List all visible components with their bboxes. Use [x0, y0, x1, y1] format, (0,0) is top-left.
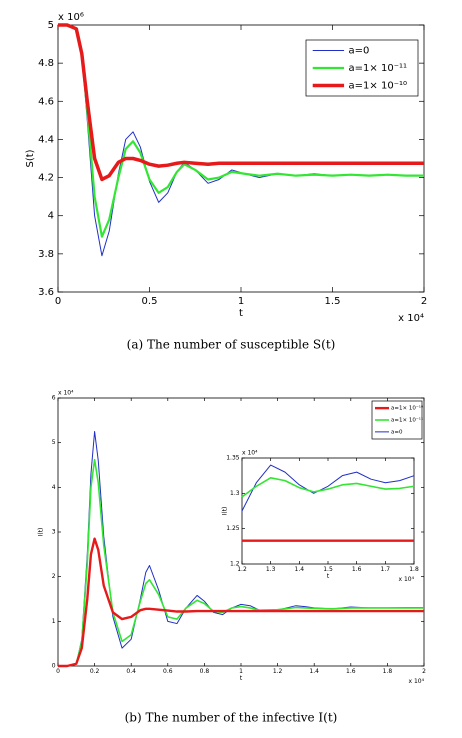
x-axis-label: t — [327, 573, 330, 580]
y-tick-label: 1.3 — [230, 490, 240, 497]
x-tick-label: 1.5 — [323, 566, 333, 573]
inset-frame — [241, 457, 415, 565]
x-tick-label: 1 — [239, 668, 243, 675]
x-tick-label: 1.6 — [346, 668, 356, 675]
y-tick-label: 1.25 — [226, 525, 240, 532]
x-multiplier: x 10⁴ — [399, 576, 415, 583]
x-tick-label: 1.5 — [325, 296, 341, 307]
x-tick-label: 1.4 — [295, 566, 305, 573]
line-series — [58, 23, 424, 182]
x-tick-label: 1.2 — [273, 668, 283, 675]
legend-label: a=1× 10⁻¹⁰ — [349, 81, 407, 92]
line-series — [241, 476, 415, 498]
x-tick-label: 1.2 — [237, 566, 247, 573]
y-tick-label: 4.2 — [38, 173, 54, 184]
x-tick-label: 1.8 — [383, 668, 393, 675]
caption: (a) The number of susceptible S(t) — [127, 338, 336, 352]
y-tick-label: 2 — [52, 573, 56, 580]
y-multiplier: x 10⁴ — [58, 390, 74, 397]
legend-label: a=1× 10⁻¹¹ — [349, 63, 407, 74]
legend-label: a=0 — [349, 46, 370, 57]
x-tick-label: 0.8 — [200, 668, 210, 675]
y-multiplier: x 10⁴ — [242, 450, 258, 457]
y-tick-label: 1.2 — [230, 561, 240, 568]
line-series — [58, 458, 424, 667]
y-tick-label: 4 — [52, 484, 56, 491]
x-axis-label: t — [240, 675, 243, 682]
legend-label: a=0 — [391, 429, 403, 435]
line-series — [58, 537, 424, 668]
x-tick-label: 1.6 — [352, 566, 362, 573]
x-tick-label: 1.4 — [309, 668, 319, 675]
y-tick-label: 4.6 — [38, 96, 54, 107]
line-series — [58, 23, 424, 238]
legend-label: a=1× 10⁻¹¹ — [391, 417, 423, 424]
x-tick-label: 1.7 — [381, 566, 391, 573]
line-series — [241, 464, 415, 512]
y-tick-label: 3.6 — [38, 287, 54, 298]
x-tick-label: 0.2 — [90, 668, 100, 675]
y-tick-label: 4.4 — [38, 134, 54, 145]
x-tick-label: 0.4 — [126, 668, 136, 675]
y-multiplier: x 10⁶ — [58, 12, 84, 23]
x-multiplier: x 10⁴ — [409, 678, 425, 685]
y-tick-label: 1 — [52, 618, 56, 625]
x-tick-label: 2 — [422, 668, 426, 675]
y-axis-label: S(t) — [25, 149, 36, 167]
x-multiplier: x 10⁴ — [398, 313, 424, 324]
x-tick-label: 1 — [238, 296, 244, 307]
y-tick-label: 3.8 — [38, 249, 54, 260]
y-tick-label: 0 — [52, 663, 56, 670]
x-tick-label: 0 — [56, 668, 60, 675]
y-tick-label: 5 — [52, 439, 56, 446]
x-tick-label: 0.6 — [163, 668, 173, 675]
y-tick-label: 1.35 — [226, 455, 240, 462]
y-tick-label: 4 — [48, 211, 54, 222]
y-tick-label: 4.8 — [38, 58, 54, 69]
y-tick-label: 3 — [52, 529, 56, 536]
x-axis-label: t — [239, 308, 243, 319]
x-tick-label: 0.5 — [142, 296, 158, 307]
x-tick-label: 1.8 — [409, 566, 419, 573]
y-axis-label: I(t) — [222, 507, 229, 516]
legend-label: a=1× 10⁻¹⁰ — [391, 405, 424, 412]
caption: (b) The number of the infective I(t) — [125, 711, 338, 725]
y-tick-label: 6 — [52, 395, 56, 402]
y-tick-label: 5 — [48, 20, 54, 31]
x-tick-label: 0 — [55, 296, 61, 307]
y-axis-label: I(t) — [38, 528, 45, 537]
x-tick-label: 2 — [421, 296, 427, 307]
x-tick-label: 1.3 — [266, 566, 276, 573]
